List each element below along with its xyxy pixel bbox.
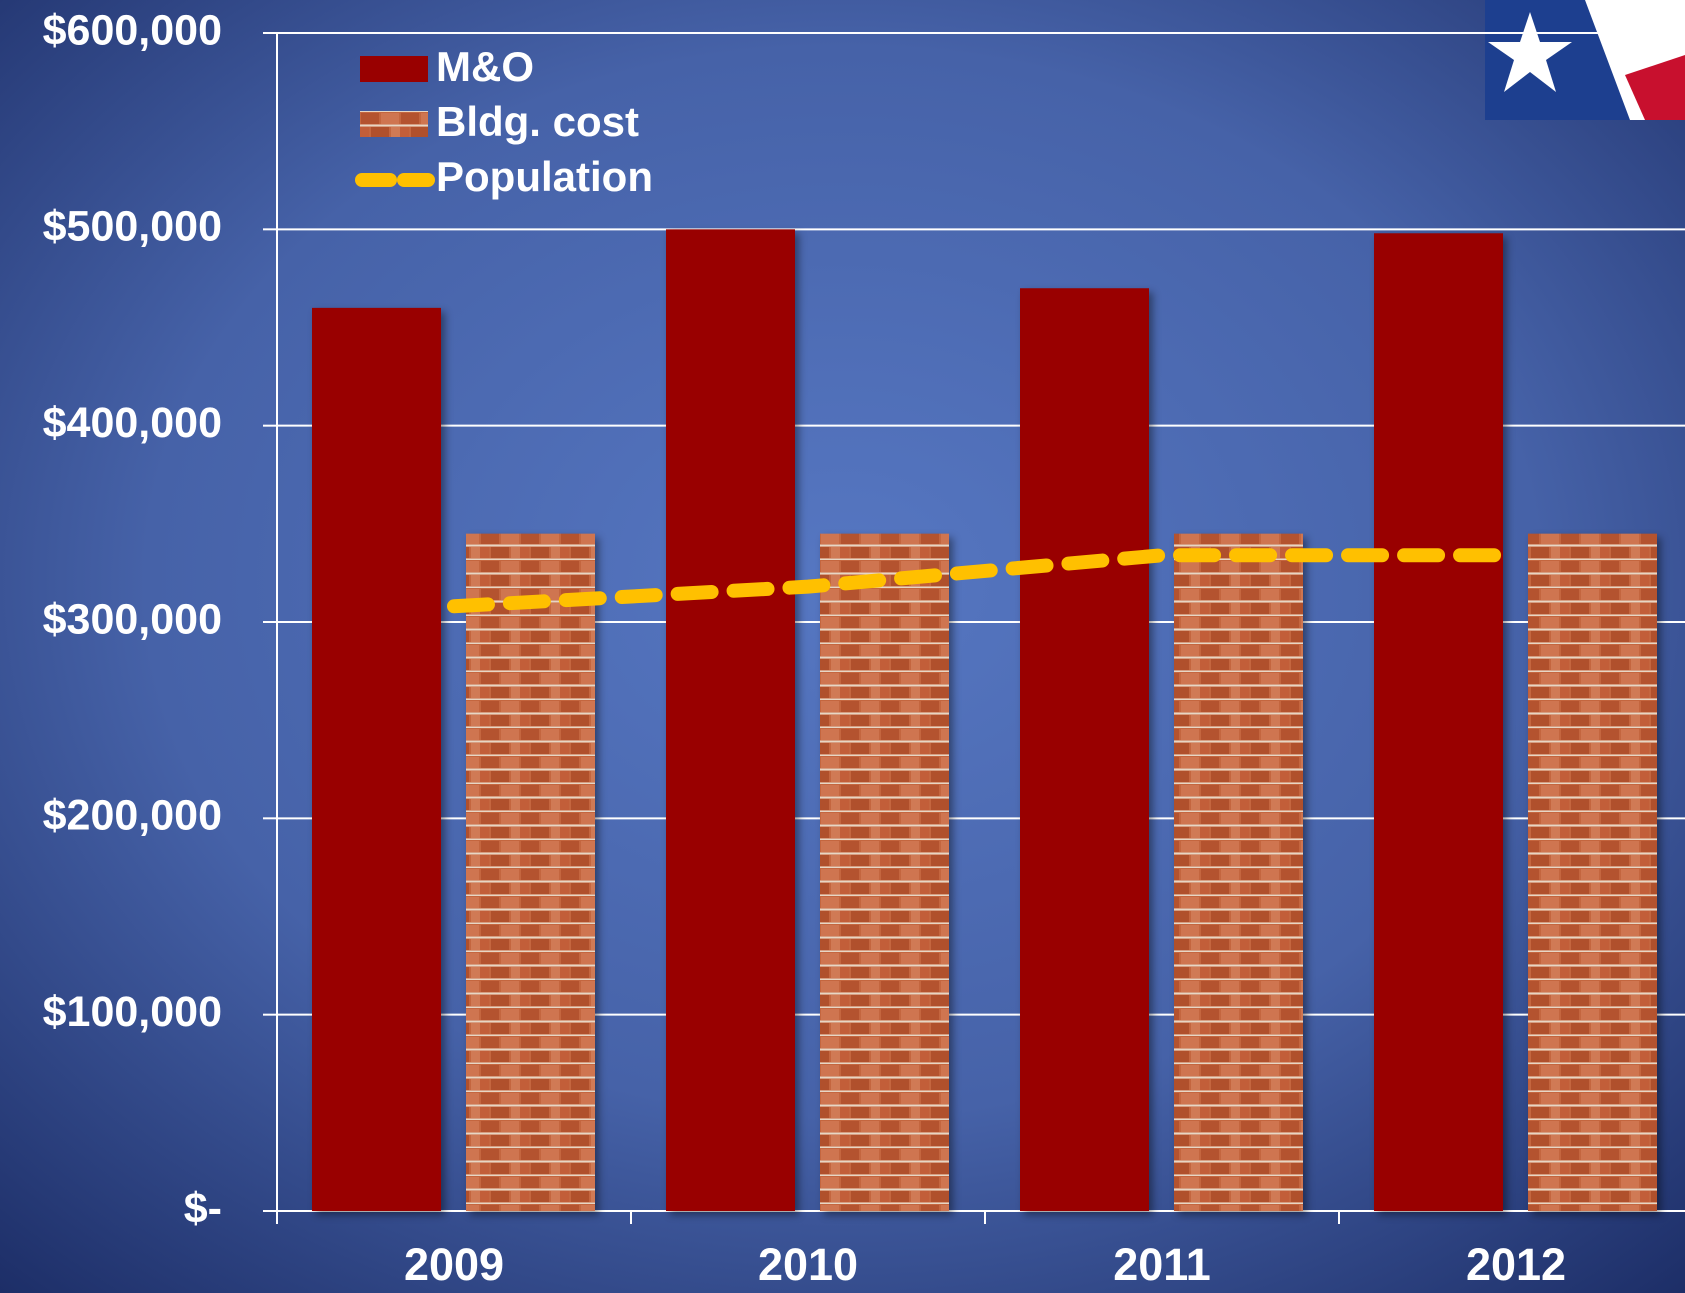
y-tick-label: $600,000 (43, 6, 222, 54)
population-line (447, 548, 1523, 614)
bar (312, 307, 441, 1211)
y-tick-label: $100,000 (43, 988, 222, 1036)
y-tick-label: $400,000 (43, 399, 222, 447)
x-tick-label: 2009 (404, 1239, 504, 1290)
bar (1374, 233, 1503, 1211)
y-tick-label: $200,000 (43, 792, 222, 840)
y-tick-label: $300,000 (43, 595, 222, 643)
bar (1174, 533, 1303, 1211)
x-tick-label: 2012 (1466, 1239, 1566, 1290)
bar (666, 229, 795, 1212)
y-tick-label: $- (184, 1184, 222, 1232)
legend-label: Bldg. cost (436, 98, 639, 145)
x-tick-label: 2010 (758, 1239, 858, 1290)
bar (820, 533, 949, 1211)
legend-label: Population (436, 153, 653, 200)
x-tick-label: 2011 (1113, 1239, 1211, 1290)
legend-swatch (360, 111, 428, 137)
legend-label: M&O (436, 43, 534, 90)
bar (466, 533, 595, 1211)
y-tick-label: $500,000 (43, 203, 222, 251)
logo (1485, 0, 1685, 120)
legend-swatch (360, 56, 428, 82)
bar (1020, 288, 1149, 1211)
bar (1528, 533, 1657, 1211)
